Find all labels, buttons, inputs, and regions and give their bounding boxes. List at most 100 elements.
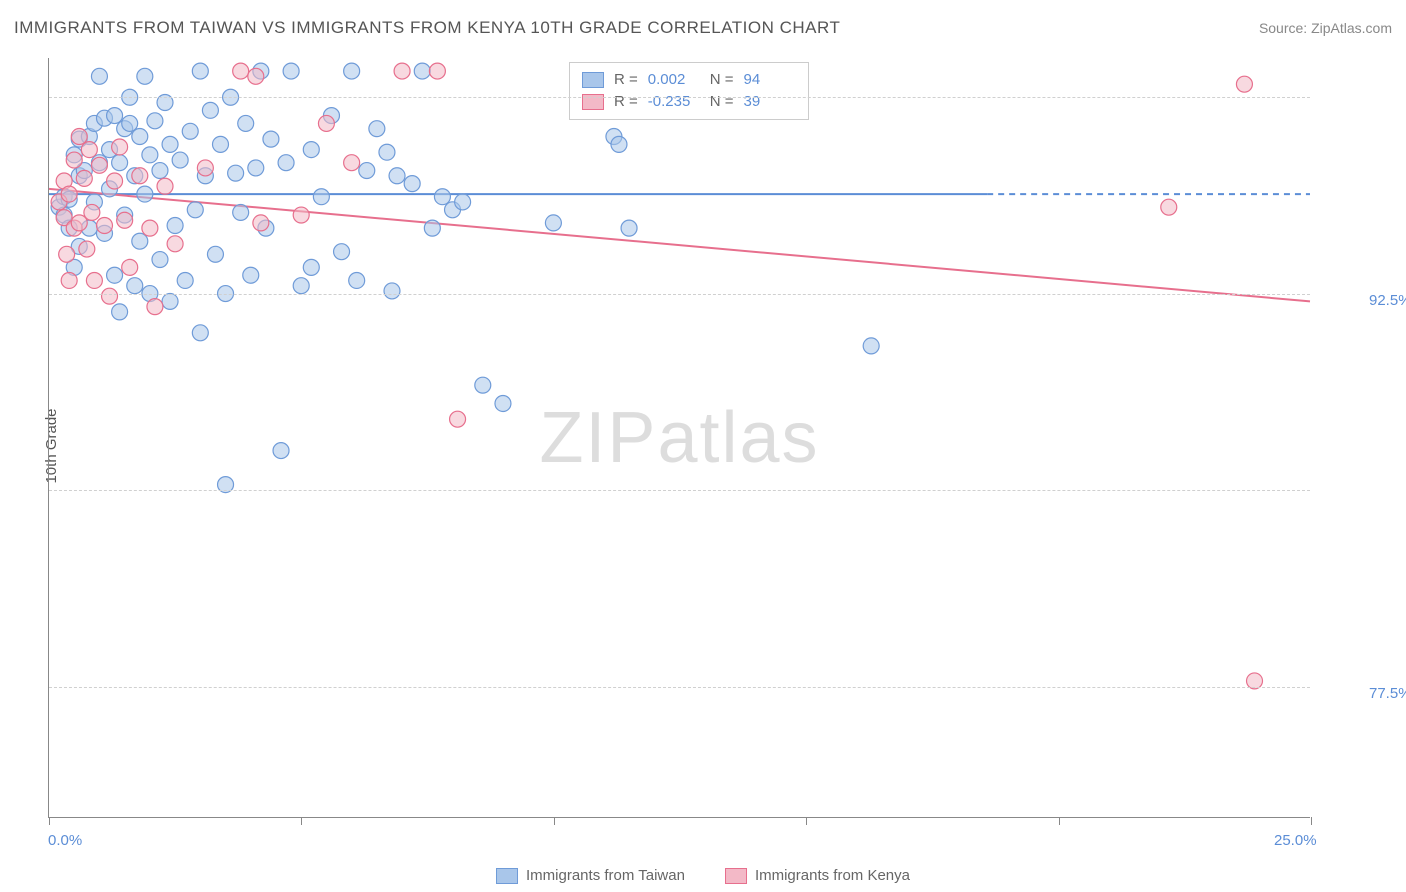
source-name: ZipAtlas.com [1311, 20, 1392, 36]
swatch-taiwan [582, 72, 604, 88]
data-point [172, 152, 188, 168]
data-point [102, 288, 118, 304]
n-value-kenya: 39 [744, 91, 796, 113]
data-point [293, 207, 309, 223]
series-name-taiwan: Immigrants from Taiwan [526, 867, 685, 884]
chart-header: IMMIGRANTS FROM TAIWAN VS IMMIGRANTS FRO… [14, 18, 1392, 38]
data-point [132, 168, 148, 184]
data-point [107, 108, 123, 124]
x-tick-label: 0.0% [48, 832, 82, 849]
data-point [1236, 76, 1252, 92]
data-point [273, 443, 289, 459]
data-point [112, 139, 128, 155]
source-label: Source: [1259, 20, 1311, 36]
data-point [344, 63, 360, 79]
data-point [122, 259, 138, 275]
data-point [404, 176, 420, 192]
data-point [349, 272, 365, 288]
data-point [434, 189, 450, 205]
data-point [334, 244, 350, 260]
source-credit: Source: ZipAtlas.com [1259, 20, 1392, 36]
data-point [197, 160, 213, 176]
data-point [611, 136, 627, 152]
data-point [142, 220, 158, 236]
data-point [127, 278, 143, 294]
data-point [379, 144, 395, 160]
data-point [167, 218, 183, 234]
n-label: N = [710, 91, 734, 113]
data-point [318, 115, 334, 131]
data-point [233, 204, 249, 220]
data-point [263, 131, 279, 147]
x-tick [1059, 817, 1060, 825]
data-point [248, 160, 264, 176]
data-point [233, 63, 249, 79]
data-point [177, 272, 193, 288]
data-point [414, 63, 430, 79]
data-point [107, 267, 123, 283]
data-point [450, 411, 466, 427]
data-point [91, 68, 107, 84]
data-point [495, 395, 511, 411]
data-point [202, 102, 218, 118]
legend-item-kenya: Immigrants from Kenya [725, 867, 910, 884]
data-point [122, 115, 138, 131]
data-point [429, 63, 445, 79]
gridline [49, 687, 1310, 688]
data-point [167, 236, 183, 252]
data-point [243, 267, 259, 283]
data-point [187, 202, 203, 218]
data-point [96, 218, 112, 234]
data-point [117, 212, 133, 228]
data-point [137, 68, 153, 84]
data-point [147, 113, 163, 129]
x-tick-label: 25.0% [1274, 832, 1317, 849]
data-point [84, 204, 100, 220]
y-tick-label: 77.5% [1369, 685, 1406, 702]
y-tick-label: 92.5% [1369, 292, 1406, 309]
data-point [293, 278, 309, 294]
data-point [213, 136, 229, 152]
data-point [79, 241, 95, 257]
n-label: N = [710, 69, 734, 91]
x-tick [806, 817, 807, 825]
data-point [863, 338, 879, 354]
data-point [61, 186, 77, 202]
data-point [162, 293, 178, 309]
data-point [389, 168, 405, 184]
data-point [238, 115, 254, 131]
x-tick [301, 817, 302, 825]
legend-item-taiwan: Immigrants from Taiwan [496, 867, 685, 884]
data-point [152, 252, 168, 268]
data-point [112, 304, 128, 320]
data-point [475, 377, 491, 393]
gridline [49, 294, 1310, 295]
data-point [192, 325, 208, 341]
data-point [369, 121, 385, 137]
series-name-kenya: Immigrants from Kenya [755, 867, 910, 884]
data-point [91, 157, 107, 173]
data-point [207, 246, 223, 262]
data-point [147, 299, 163, 315]
data-point [253, 215, 269, 231]
data-point [142, 147, 158, 163]
data-point [61, 272, 77, 288]
data-point [283, 63, 299, 79]
data-point [112, 155, 128, 171]
data-point [545, 215, 561, 231]
data-point [394, 63, 410, 79]
data-point [455, 194, 471, 210]
data-point [59, 246, 75, 262]
r-label: R = [614, 91, 638, 113]
chart-svg [49, 58, 1310, 817]
data-point [71, 129, 87, 145]
data-point [1161, 199, 1177, 215]
data-point [344, 155, 360, 171]
data-point [424, 220, 440, 236]
data-point [359, 163, 375, 179]
r-value-kenya: -0.235 [648, 91, 700, 113]
data-point [81, 142, 97, 158]
data-point [303, 142, 319, 158]
data-point [278, 155, 294, 171]
data-point [132, 233, 148, 249]
